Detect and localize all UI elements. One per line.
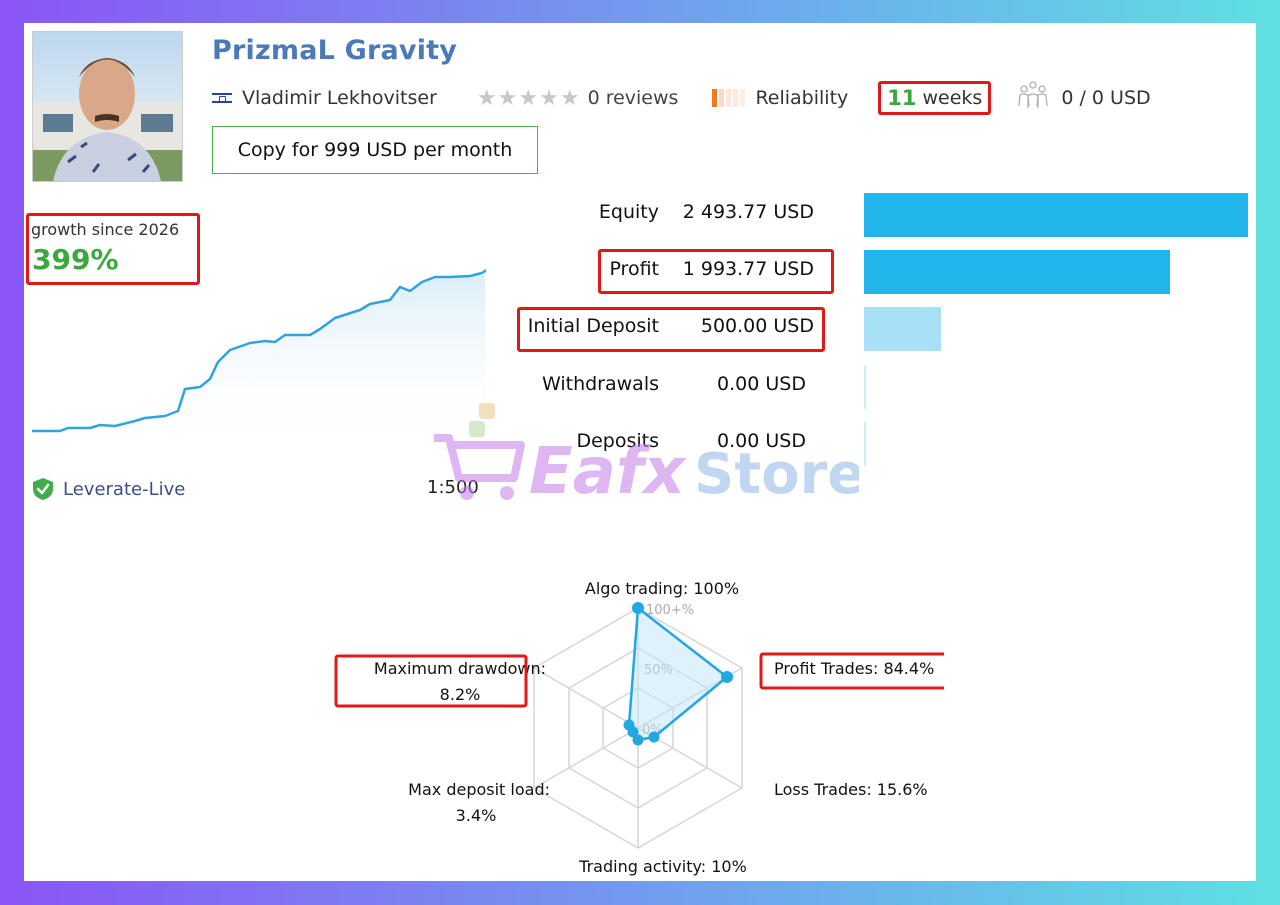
subscribers-value: 0 / 0 USD [1061,87,1151,109]
star-icon: ★ [497,85,518,111]
star-icon: ★ [518,85,539,111]
stat-value: 1 993.77 USD [682,258,814,280]
stat-label: Withdrawals [541,373,659,395]
radar-polygon [627,606,729,742]
radar-label-max-drawdown: Maximum drawdown: [374,659,546,678]
equity-bar [864,193,1248,237]
stat-label: Deposits [576,430,659,452]
reliability-bars-icon [712,89,746,107]
broker-server[interactable]: Leverate-Live [32,477,185,501]
stat-value: 2 493.77 USD [682,201,814,223]
growth-value: 399% [32,243,119,276]
max-drawdown-highlight [334,654,528,708]
stat-row-equity: Equity 2 493.77 USD [504,195,834,231]
radar-label-profit-trades: Profit Trades: 84.4% [774,659,934,678]
profit-highlight [598,249,834,294]
profit-trades-highlight [759,652,944,690]
israel-flag-icon [212,91,232,105]
profit-bar [864,250,1170,294]
radar-label-max-deposit-load: Max deposit load: [408,780,550,799]
signal-meta-row: Vladimir Lekhovitser ★ ★ ★ ★ ★ 0 reviews… [212,81,1151,115]
radar-points [623,602,733,746]
growth-highlight [26,213,200,285]
growth-chart-area [32,275,485,448]
stat-label: Equity [598,201,659,223]
initial-deposit-highlight [517,307,825,352]
author-avatar[interactable] [32,31,183,182]
radar-label-algo-trading: Algo trading: 100% [585,579,739,598]
radar-chart[interactable]: 100+% 50% 0% Algo trading: 100% Profit T… [324,568,944,888]
star-icon: ★ [539,85,559,111]
verified-shield-icon [33,478,53,500]
stat-row-deposits: Deposits 0.00 USD [504,424,834,460]
initial-deposit-bar [864,307,941,351]
star-icon: ★ [476,85,497,111]
stat-value: 500.00 USD [700,315,814,337]
radar-label-trading-activity: Trading activity: 10% [578,857,747,876]
avatar-photo [33,58,182,181]
stat-label: Initial Deposit [527,315,659,337]
signal-title[interactable]: PrizmaL Gravity [212,35,458,66]
reviews-link[interactable]: 0 reviews [587,87,679,109]
stat-row-withdrawals: Withdrawals 0.00 USD [504,367,834,403]
author-name[interactable]: Vladimir Lekhovitser [242,87,437,109]
growth-chart[interactable] [30,248,486,448]
weeks-number: 11 [887,86,917,110]
weeks-label: weeks [922,87,983,109]
svg-text:100+%: 100+% [646,603,694,618]
stat-row-initial-deposit: Initial Deposit 500.00 USD [504,309,834,345]
withdrawals-bar [864,365,866,409]
broker-name: Leverate-Live [63,478,186,500]
weeks-highlight: 11 weeks [878,81,992,115]
stat-label: Profit [609,258,659,280]
subscribers-icon [1017,80,1049,116]
deposits-bar [864,422,866,466]
radar-label-loss-trades: Loss Trades: 15.6% [774,780,928,799]
star-icon: ★ [559,85,580,111]
leverage-value: 1:500 [427,477,479,498]
growth-label: growth since 2026 [31,220,180,239]
signal-card: PrizmaL Gravity Vladimir Lekhovitser ★ ★… [24,23,1256,881]
copy-subscription-button[interactable]: Copy for 999 USD per month [212,126,538,174]
stat-value: 0.00 USD [717,373,806,395]
reliability-label: Reliability [755,87,849,109]
rating-stars: ★ ★ ★ ★ ★ [477,86,580,111]
radar-value-max-drawdown: 8.2% [440,685,481,704]
stat-value: 0.00 USD [717,430,806,452]
stat-row-profit: Profit 1 993.77 USD [504,252,834,288]
growth-chart-line [32,268,486,433]
radar-value-max-deposit-load: 3.4% [456,806,497,825]
